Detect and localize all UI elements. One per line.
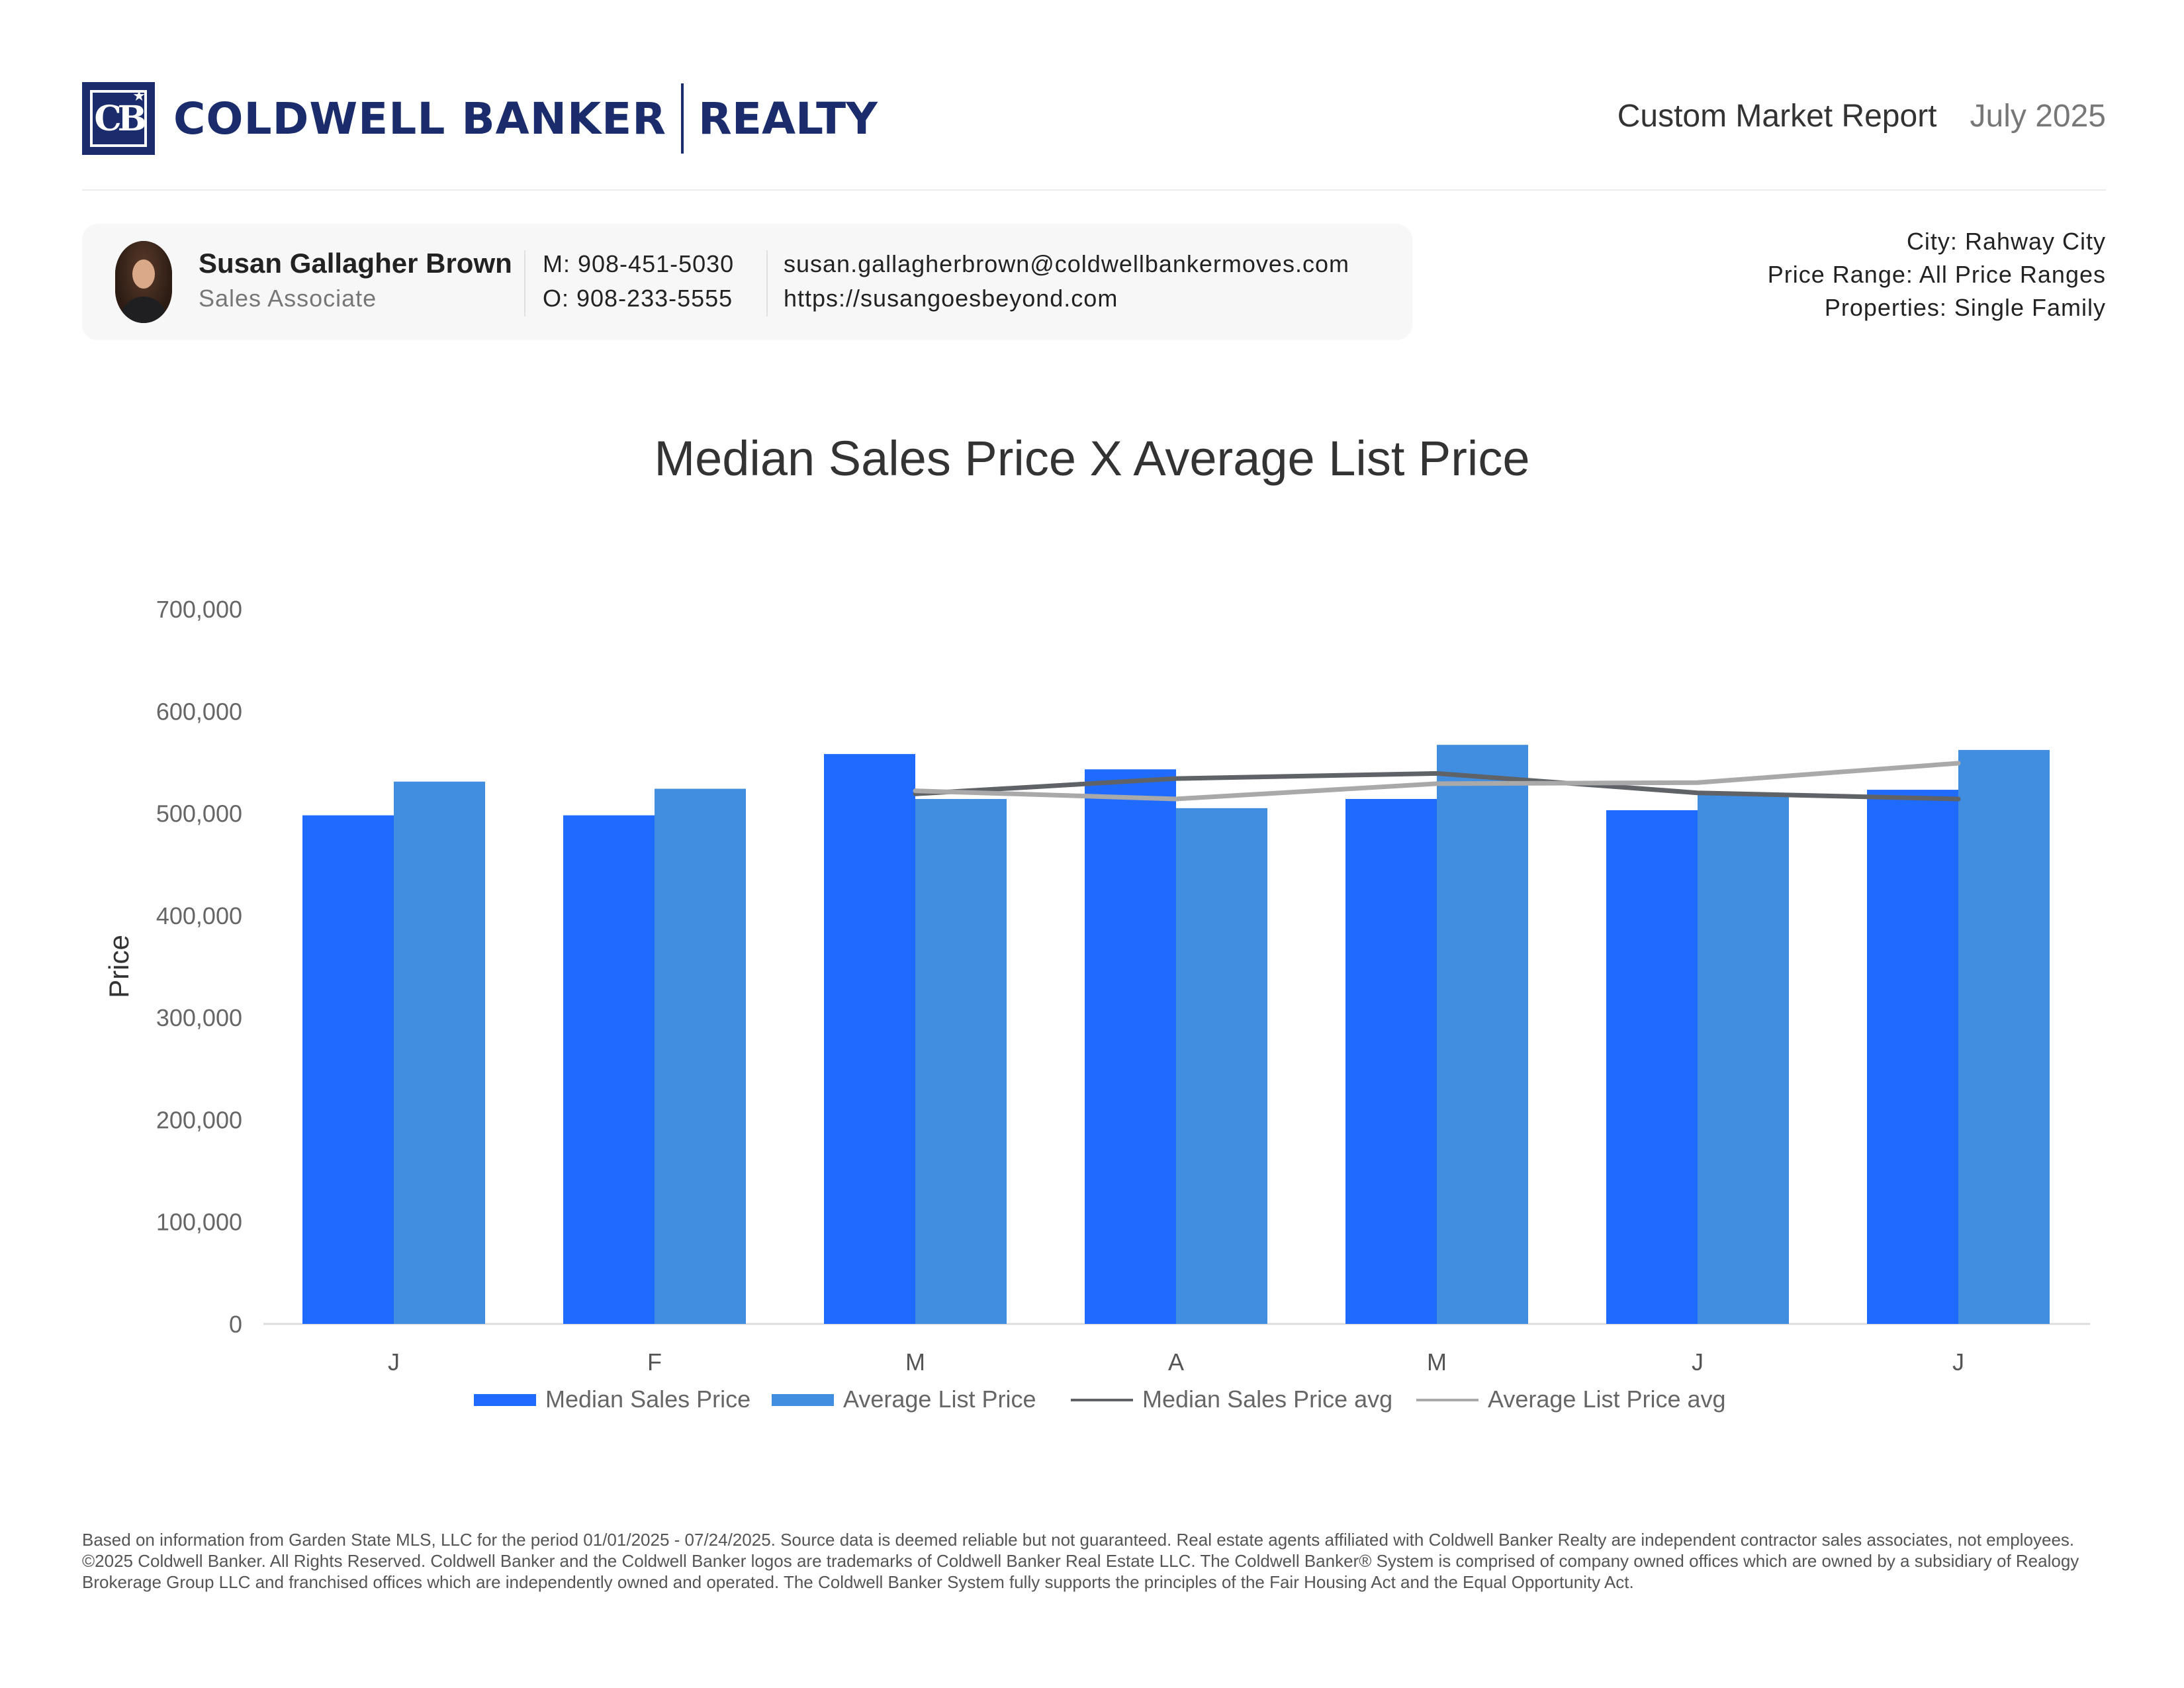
x-tick-label: J	[388, 1348, 400, 1376]
x-tick-label: J	[1952, 1348, 1964, 1376]
bar-median-sales-price	[1085, 769, 1176, 1324]
report-title: Custom Market Report	[1617, 99, 1937, 134]
y-tick-label: 100,000	[156, 1209, 242, 1236]
agent-divider	[524, 250, 525, 316]
star-icon: ★	[132, 87, 146, 104]
agent-email[interactable]: susan.gallagherbrown@coldwellbankermoves…	[784, 250, 1349, 277]
x-tick-label: M	[1427, 1348, 1447, 1376]
footer-disclaimer: Based on information from Garden State M…	[82, 1530, 2079, 1592]
x-tick-label: F	[647, 1348, 662, 1376]
bar-median-sales-price	[302, 815, 394, 1324]
legend-label: Median Sales Price	[545, 1385, 751, 1413]
logo-realty: REALTY	[698, 93, 878, 144]
y-tick-label: 700,000	[156, 596, 242, 623]
filter-properties: Properties: Single Family	[1824, 294, 2106, 321]
report-heading: Custom Market Report July 2025	[1617, 98, 2106, 134]
y-tick-label: 300,000	[156, 1004, 242, 1031]
filter-city: City: Rahway City	[1906, 228, 2106, 255]
legend-label: Average List Price avg	[1488, 1385, 1726, 1413]
line-median-sales-price-avg	[913, 771, 1961, 802]
agent-mobile: M: 908-451-5030	[543, 250, 735, 277]
bar-median-sales-price	[824, 754, 915, 1324]
x-tick-label: M	[905, 1348, 925, 1376]
chart: 0 100,000 200,000 300,000 400,000 500,000 600,…	[103, 596, 2090, 1413]
brand-logo: CB ★ COLDWELL BANKER REALTY	[82, 82, 878, 155]
bar-average-list-price	[1437, 745, 1528, 1324]
bar-average-list-price	[1958, 749, 2050, 1324]
bar-average-list-price	[394, 781, 485, 1324]
bar-median-sales-price	[1867, 790, 1958, 1324]
avatar	[115, 241, 172, 323]
legend-label: Average List Price	[843, 1385, 1036, 1413]
y-axis-label: Price	[103, 935, 134, 998]
header-divider	[82, 189, 2106, 191]
filter-price-range: Price Range: All Price Ranges	[1767, 261, 2106, 288]
agent-website[interactable]: https://susangoesbeyond.com	[784, 285, 1118, 312]
y-tick-label: 600,000	[156, 698, 242, 725]
y-tick-label: 200,000	[156, 1106, 242, 1133]
bar-median-sales-price	[563, 815, 655, 1324]
logo-wordmark: COLDWELL BANKER	[173, 93, 667, 144]
bar-median-sales-price	[1345, 798, 1437, 1324]
x-tick-label: J	[1692, 1348, 1704, 1376]
line-average-list-price-avg	[913, 761, 1961, 802]
legend-label: Median Sales Price avg	[1142, 1385, 1392, 1413]
agent-divider	[766, 250, 768, 316]
agent-card: Susan Gallagher Brown Sales Associate M:…	[82, 224, 1412, 340]
y-tick-label: 0	[229, 1311, 242, 1338]
chart-title: Median Sales Price X Average List Price	[654, 431, 1530, 486]
y-tick-label: 400,000	[156, 902, 242, 929]
bar-average-list-price	[1698, 792, 1789, 1324]
bar-average-list-price	[915, 798, 1007, 1324]
bar-average-list-price	[655, 788, 746, 1324]
logo-mark-text: CB	[94, 98, 146, 139]
legend-swatch-1	[772, 1394, 834, 1406]
coldwell-banker-mark-icon: CB ★	[82, 82, 155, 155]
legend-swatch-0	[474, 1394, 536, 1406]
report-date: July 2025	[1970, 99, 2106, 134]
agent-role: Sales Associate	[199, 285, 377, 312]
report-filters: City: Rahway City Price Range: All Price…	[1768, 225, 2106, 324]
y-tick-label: 500,000	[156, 800, 242, 827]
x-tick-label: A	[1168, 1348, 1184, 1376]
bar-median-sales-price	[1606, 810, 1698, 1324]
agent-name: Susan Gallagher Brown	[199, 248, 512, 279]
logo-divider	[681, 83, 684, 154]
agent-office: O: 908-233-5555	[543, 285, 733, 312]
bar-average-list-price	[1176, 808, 1267, 1324]
